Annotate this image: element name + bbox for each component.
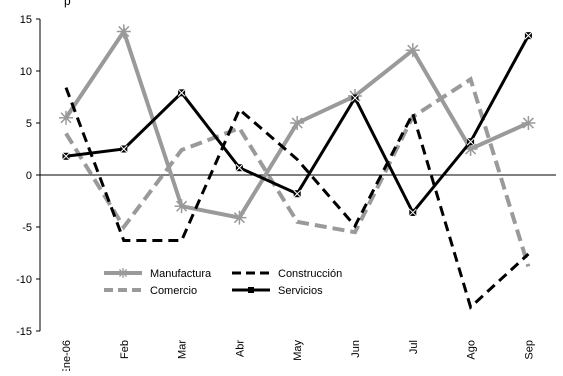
legend-item: Manufactura — [104, 268, 212, 280]
y-tick-label: -5 — [22, 222, 32, 234]
data-point — [521, 116, 536, 130]
data-point — [524, 31, 533, 40]
data-point — [59, 110, 73, 125]
data-point — [293, 189, 302, 198]
x-tick-label: May — [292, 340, 304, 361]
x-tick-label: Ene-06 — [61, 340, 73, 371]
y-tick-label: 0 — [26, 170, 32, 182]
data-point — [290, 116, 305, 130]
data-point — [235, 163, 244, 172]
legend-item: Servicios — [232, 285, 323, 297]
y-tick-label: -10 — [16, 274, 32, 286]
y-tick-label: 10 — [20, 66, 32, 78]
data-point — [62, 152, 70, 161]
data-point — [405, 43, 420, 58]
y-tick-label: 15 — [20, 14, 32, 26]
data-point — [116, 24, 131, 39]
legend-label: Servicios — [278, 285, 323, 297]
data-point — [408, 208, 417, 217]
series-line-1 — [64, 76, 531, 268]
x-tick-label: Feb — [119, 340, 131, 359]
data-point — [174, 199, 189, 214]
axes-layer: 15 10 5 0 -5 -10 -15 Ene-06 Feb Mar Abr May Jun Jul Ag… — [16, 14, 556, 375]
data-point — [177, 88, 186, 97]
x-tick-label: Jul — [408, 340, 420, 354]
legend: Manufactura Comercio Construcción Servicios — [104, 268, 342, 297]
x-tick-label: Mar — [177, 340, 189, 359]
y-tick-label: -15 — [16, 326, 32, 338]
data-point — [232, 210, 247, 225]
legend-item: Construcción — [232, 268, 342, 280]
x-tick-label: Abr — [234, 340, 246, 357]
y-tick-label: 5 — [26, 118, 32, 130]
legend-label: Manufactura — [150, 268, 212, 280]
x-tick-label: Sep — [523, 340, 535, 360]
series-line-2 — [64, 87, 530, 310]
legend-label: Comercio — [150, 285, 197, 297]
data-point — [119, 145, 128, 153]
x-tick-label: Ago — [466, 340, 478, 360]
x-tick-label: Jun — [350, 340, 362, 358]
legend-label: Construcción — [278, 268, 342, 280]
series-layer — [59, 24, 536, 310]
data-point — [351, 94, 359, 102]
data-point — [466, 137, 475, 146]
legend-item: Comercio — [104, 285, 197, 297]
top-label: p — [64, 0, 71, 8]
